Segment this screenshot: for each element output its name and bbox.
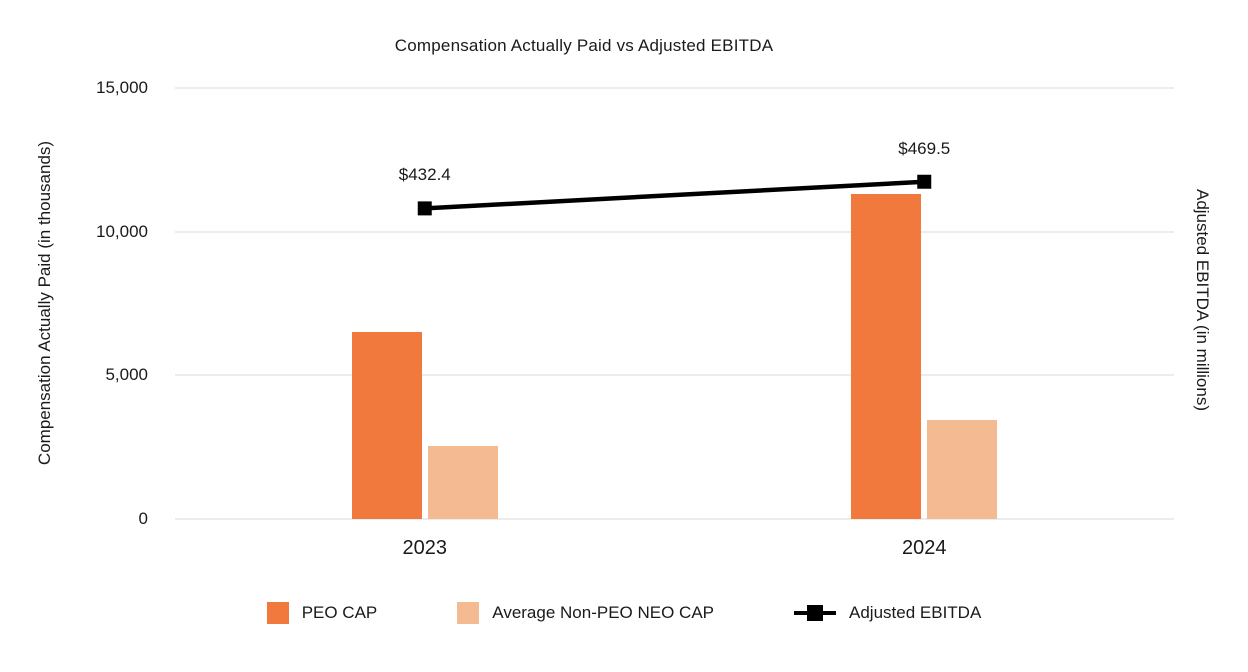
legend-item-label: Adjusted EBITDA bbox=[849, 603, 982, 622]
bar-peo-cap-2024 bbox=[851, 194, 922, 519]
bar-average-non-peo-neo-cap-2023 bbox=[427, 445, 498, 519]
line-point-label: $469.5 bbox=[898, 138, 951, 158]
left-axis-title: Compensation Actually Paid (in thousands… bbox=[35, 140, 54, 466]
legend-swatch-icon bbox=[266, 602, 289, 624]
y-axis-tick-label: 5,000 bbox=[105, 365, 148, 385]
bar-average-non-peo-neo-cap-2024 bbox=[927, 419, 998, 519]
y-axis-tick-label: 10,000 bbox=[96, 221, 148, 241]
gridline bbox=[175, 230, 1174, 233]
line-point-label: $432.4 bbox=[398, 165, 451, 185]
adjusted-ebitda-line bbox=[424, 179, 925, 211]
legend-item-label: Average Non-PEO NEO CAP bbox=[492, 603, 715, 622]
chart-title: Compensation Actually Paid vs Adjusted E… bbox=[394, 36, 774, 55]
x-axis-label: 2024 bbox=[902, 537, 947, 559]
gridline bbox=[175, 518, 1174, 520]
legend-line-marker-icon bbox=[794, 602, 837, 624]
gridline bbox=[175, 87, 1174, 89]
legend-item-peo-cap: PEO CAP bbox=[266, 602, 378, 624]
legend-line-square bbox=[807, 605, 824, 621]
x-axis-label: 2023 bbox=[402, 537, 448, 559]
legend-item-label: PEO CAP bbox=[301, 603, 378, 622]
gridline bbox=[175, 374, 1174, 377]
y-axis-tick-label: 15,000 bbox=[96, 78, 148, 97]
right-axis-title: Adjusted EBITDA (in millions) bbox=[1193, 188, 1212, 412]
y-axis-tick-label: 0 bbox=[138, 509, 148, 528]
legend: PEO CAP Average Non-PEO NEO CAP Adjusted E… bbox=[0, 602, 1248, 624]
bar-peo-cap-2023 bbox=[351, 332, 422, 519]
legend-item-adjusted-ebitda: Adjusted EBITDA bbox=[794, 602, 981, 624]
legend-item-average-non-peo-neo-cap: Average Non-PEO NEO CAP bbox=[457, 602, 714, 624]
line-marker bbox=[417, 201, 432, 216]
line-marker bbox=[917, 174, 932, 189]
legend-swatch-icon bbox=[457, 602, 480, 624]
